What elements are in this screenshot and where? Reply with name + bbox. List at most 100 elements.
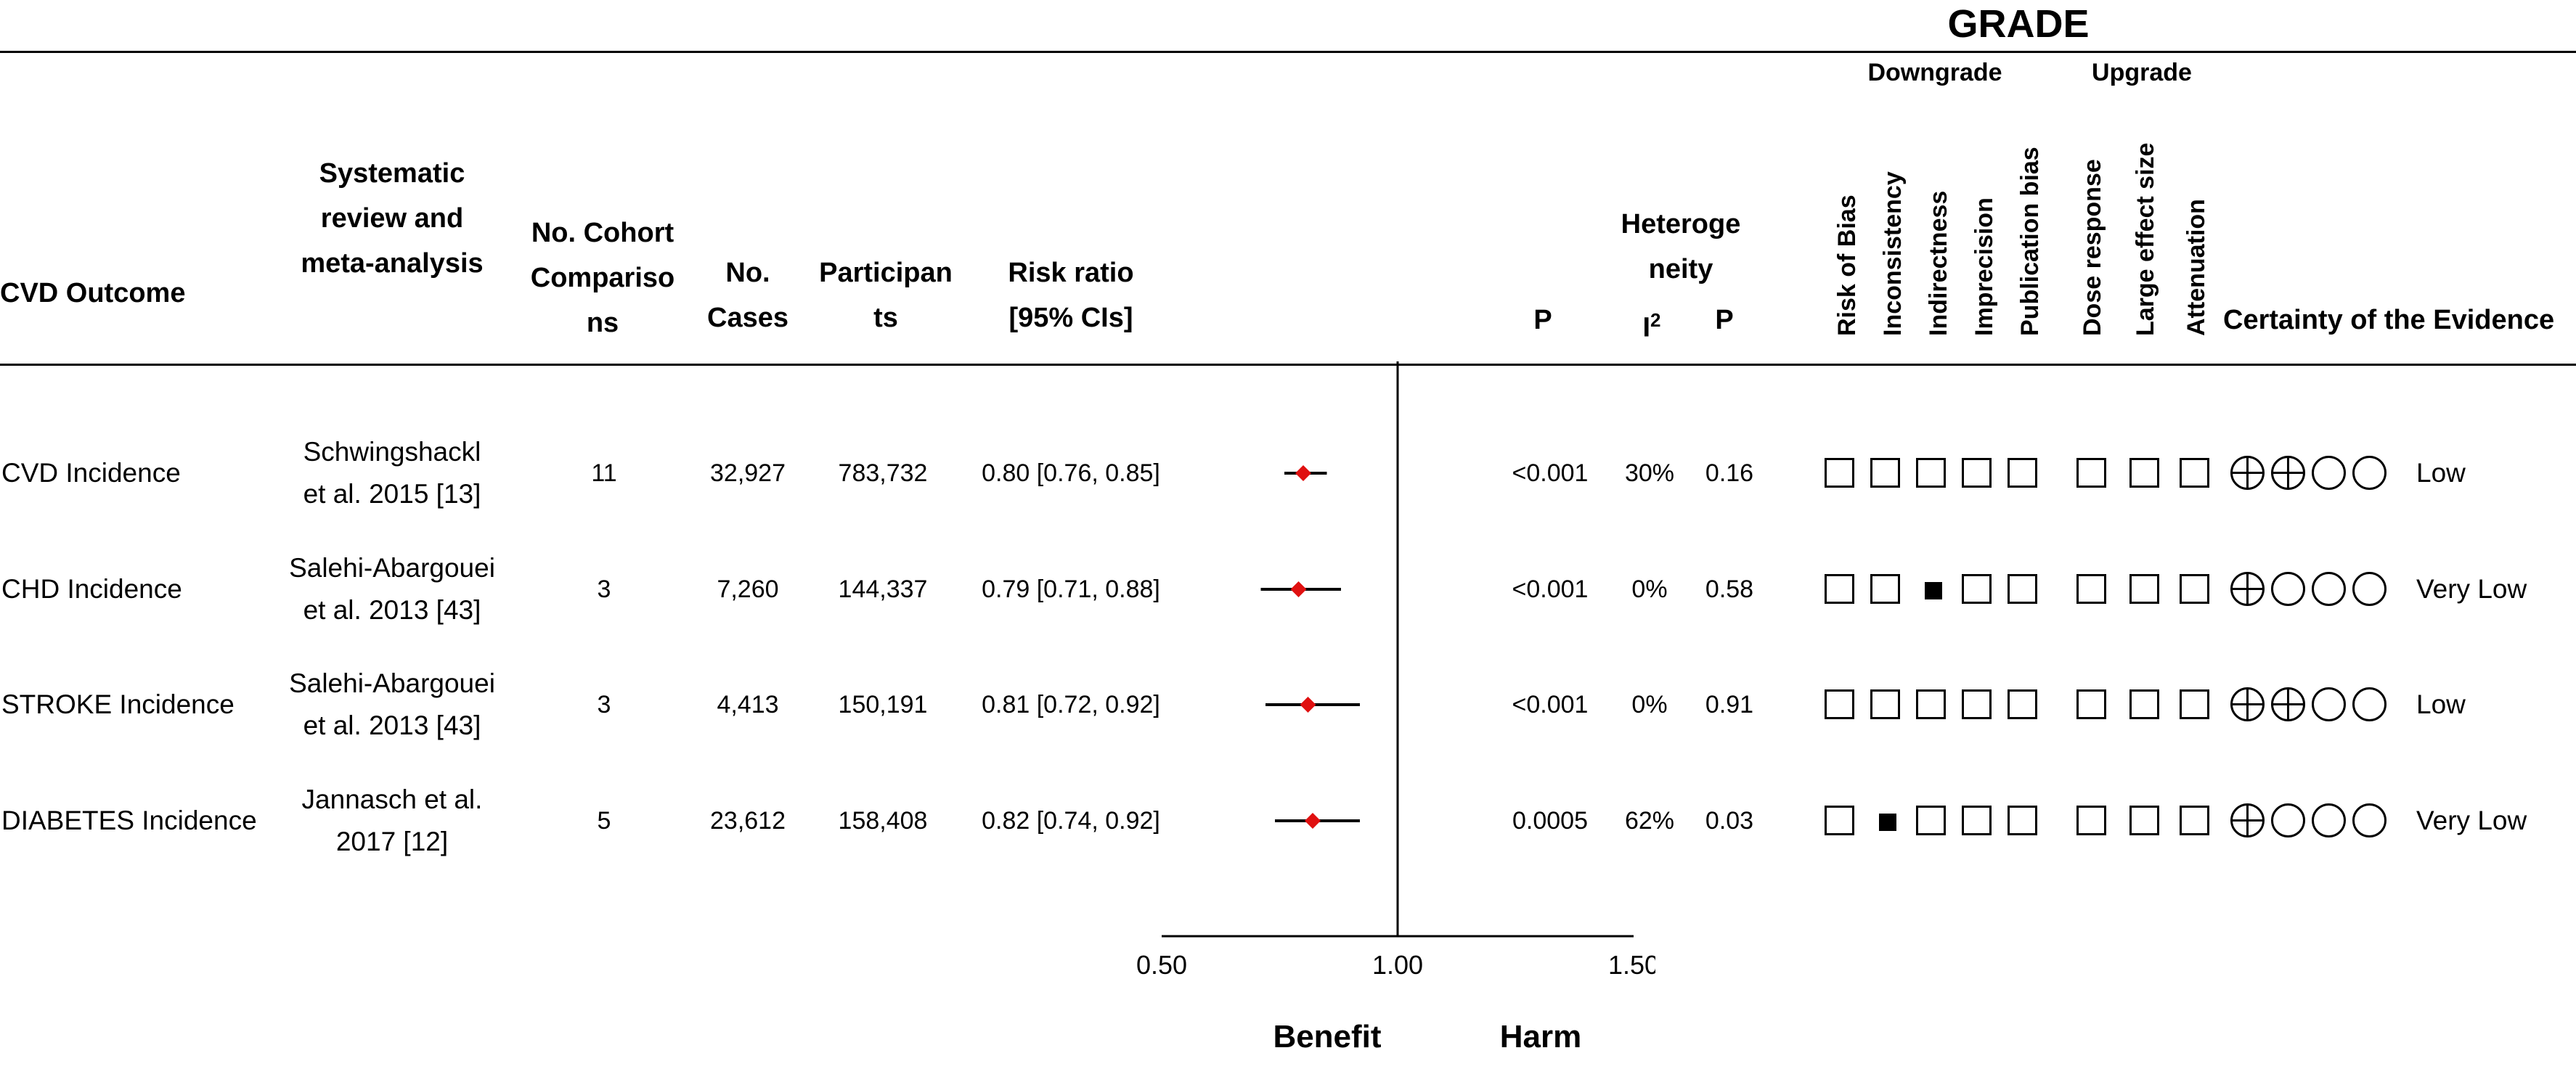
- header-imprecision: Imprecision: [1970, 197, 1998, 336]
- risk-ratio-text: 0.82 [0.74, 0.92]: [982, 807, 1160, 835]
- outcome-label: DIABETES Incidence: [1, 806, 257, 835]
- case-count: 32,927: [710, 459, 786, 487]
- circle-icon: [2352, 572, 2387, 606]
- review-line-1: Salehi-Abargouei: [289, 668, 495, 698]
- empty-square-icon: [2129, 458, 2159, 488]
- empty-square-icon: [2129, 806, 2159, 835]
- harm-label: Harm: [1500, 1019, 1582, 1054]
- p-het-value: 0.91: [1705, 691, 1754, 718]
- header-i2-sup: 2: [1650, 309, 1661, 331]
- participant-count: 150,191: [838, 691, 928, 718]
- circle-icon: [2352, 803, 2387, 837]
- header-participants-line-2: ts: [873, 303, 898, 333]
- risk-ratio-text: 0.79 [0.71, 0.88]: [982, 576, 1160, 603]
- header-top-rule: [0, 51, 2576, 53]
- plus-circle-icon: [2271, 456, 2305, 490]
- header-review-line-2: review and: [320, 203, 464, 234]
- review-line-2: et al. 2013 [43]: [303, 595, 481, 625]
- empty-square-icon: [1962, 806, 1992, 835]
- empty-square-icon: [2008, 574, 2037, 604]
- participant-count: 144,337: [838, 576, 928, 603]
- outcome-label: CHD Incidence: [1, 574, 182, 604]
- review-line-2: 2017 [12]: [335, 827, 449, 856]
- empty-square-icon: [2008, 689, 2037, 719]
- tick-label-1: 1.00: [1372, 950, 1423, 980]
- empty-square-icon: [2076, 458, 2106, 488]
- case-count: 23,612: [710, 807, 786, 835]
- header-risk-ratio: Risk ratio [95% CIs]: [966, 250, 1176, 340]
- plus-circle-icon: [2230, 687, 2265, 721]
- header-cvd-outcome: CVD Outcome: [0, 278, 186, 308]
- header-cases-line-1: No.: [725, 258, 770, 288]
- header-risk-ratio-line-2: [95% CIs]: [1008, 303, 1133, 333]
- header-inconsistency: Inconsistency: [1879, 171, 1907, 336]
- downgrade-label: Downgrade: [1867, 59, 2002, 86]
- empty-square-icon: [1825, 574, 1854, 604]
- i2-value: 30%: [1624, 459, 1675, 487]
- point-estimate-1: [1290, 581, 1307, 597]
- review-line-1: Schwingshackl: [303, 437, 481, 467]
- tick-label-0: 0.50: [1136, 950, 1187, 980]
- empty-square-icon: [2180, 574, 2209, 604]
- point-estimate-0: [1295, 465, 1311, 481]
- header-attenuation: Attenuation: [2182, 199, 2210, 336]
- empty-square-icon: [1916, 689, 1946, 719]
- p-het-value: 0.03: [1705, 807, 1754, 835]
- case-count: 7,260: [717, 576, 779, 603]
- cohort-count: 3: [597, 691, 611, 718]
- certainty-label: Very Low: [2416, 574, 2527, 604]
- tick-label-2: 1.50: [1608, 950, 1655, 980]
- circle-icon: [2271, 803, 2305, 837]
- i2-value: 62%: [1624, 807, 1675, 835]
- participant-count: 158,408: [838, 807, 928, 835]
- filled-square-icon: [1925, 582, 1942, 599]
- header-participants: Participan ts: [799, 250, 973, 340]
- empty-square-icon: [1962, 458, 1992, 488]
- header-p-het: P: [1715, 305, 1734, 335]
- header-dose-response: Dose response: [2079, 159, 2106, 336]
- plus-circle-icon: [2230, 572, 2265, 606]
- point-estimate-3: [1305, 813, 1321, 829]
- header-heterogeneity: Heteroge neity: [1576, 202, 1786, 292]
- review-line-1: Salehi-Abargouei: [289, 553, 495, 583]
- header-participants-line-1: Participan: [819, 258, 953, 288]
- header-heterogeneity-line-2: neity: [1648, 254, 1713, 284]
- header-cohorts-line-2: Compariso: [530, 263, 675, 293]
- risk-ratio-text: 0.80 [0.76, 0.85]: [982, 459, 1160, 487]
- empty-square-icon: [1870, 458, 1900, 488]
- empty-square-icon: [2180, 689, 2209, 719]
- upgrade-label: Upgrade: [2092, 59, 2192, 86]
- empty-square-icon: [2180, 458, 2209, 488]
- empty-square-icon: [1825, 806, 1854, 835]
- p-value: <0.001: [1512, 459, 1589, 487]
- outcome-label: STROKE Incidence: [1, 689, 235, 719]
- p-value: <0.001: [1512, 691, 1589, 718]
- empty-square-icon: [1916, 806, 1946, 835]
- empty-square-icon: [2076, 689, 2106, 719]
- empty-square-icon: [2129, 689, 2159, 719]
- cohort-count: 5: [597, 807, 611, 835]
- header-large-effect-size: Large effect size: [2132, 142, 2159, 336]
- case-count: 4,413: [717, 691, 779, 718]
- p-het-value: 0.16: [1705, 459, 1754, 487]
- i2-value: 0%: [1631, 576, 1668, 603]
- outcome-label: CVD Incidence: [1, 458, 181, 488]
- plus-circle-icon: [2230, 803, 2265, 837]
- header-review-line-1: Systematic: [319, 158, 465, 189]
- empty-square-icon: [2129, 574, 2159, 604]
- participant-count: 783,732: [838, 459, 928, 487]
- p-het-value: 0.58: [1705, 576, 1754, 603]
- empty-square-icon: [1870, 574, 1900, 604]
- circle-icon: [2271, 572, 2305, 606]
- header-cohorts-line-1: No. Cohort: [531, 218, 674, 248]
- point-estimate-2: [1300, 697, 1316, 713]
- header-cases-line-2: Cases: [707, 303, 788, 333]
- header-risk-ratio-line-1: Risk ratio: [1008, 258, 1134, 288]
- p-value: <0.001: [1512, 576, 1589, 603]
- empty-square-icon: [2180, 806, 2209, 835]
- empty-square-icon: [2076, 806, 2106, 835]
- review-line-2: et al. 2015 [13]: [303, 479, 481, 509]
- i2-value: 0%: [1631, 691, 1668, 718]
- empty-square-icon: [1916, 458, 1946, 488]
- empty-square-icon: [1825, 458, 1854, 488]
